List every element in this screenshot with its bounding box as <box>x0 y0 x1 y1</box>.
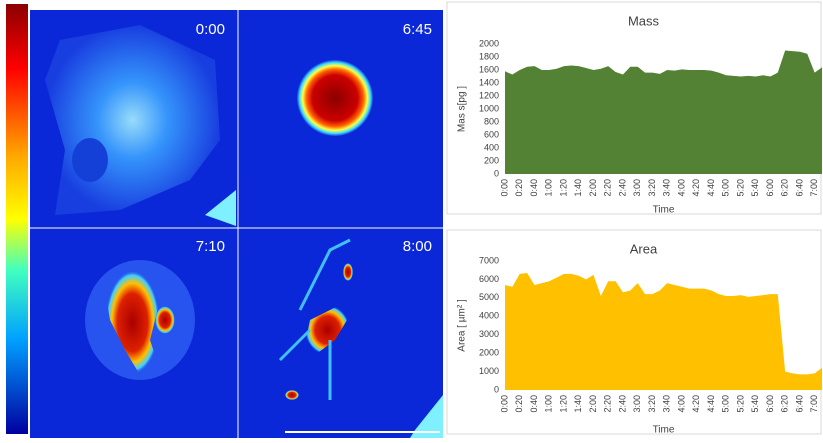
x-tick-label: 2:20 <box>603 179 613 197</box>
x-tick-label: 2:20 <box>603 395 613 413</box>
x-tick-label: 6:20 <box>780 179 790 197</box>
x-tick-label: 4:40 <box>706 395 716 413</box>
chart-title: Area <box>630 241 658 256</box>
x-tick-label: 3:00 <box>632 395 642 413</box>
x-tick-label: 5:00 <box>721 395 731 413</box>
cell <box>343 263 353 281</box>
y-tick-label: 1400 <box>479 77 499 87</box>
y-tick-label: 400 <box>484 142 499 152</box>
x-axis-label: Time <box>653 425 675 436</box>
y-tick-label: 0 <box>494 384 499 394</box>
cell-detail <box>278 238 351 400</box>
x-tick-label: 0:00 <box>499 395 509 413</box>
micrographs: 0:00 6:45 7:10 8:00 <box>30 10 443 438</box>
cell-detail <box>410 395 443 438</box>
x-tick-label: 1:40 <box>573 395 583 413</box>
color-bar <box>6 4 28 434</box>
chart-title: Mass <box>628 13 660 28</box>
x-tick-label: 6:00 <box>765 179 775 197</box>
panel-label: 0:00 <box>196 21 225 38</box>
y-tick-label: 600 <box>484 129 499 139</box>
cell <box>105 270 160 375</box>
y-tick-label: 1200 <box>479 90 499 100</box>
x-tick-label: 2:40 <box>617 395 627 413</box>
cell-detail <box>72 138 108 182</box>
x-tick-label: 5:40 <box>750 179 760 197</box>
x-tick-label: 0:20 <box>514 179 524 197</box>
x-tick-label: 2:00 <box>588 179 598 197</box>
cell <box>297 60 373 136</box>
y-tick-label: 5000 <box>479 292 499 302</box>
panel-label: 6:45 <box>403 21 432 38</box>
x-tick-label: 5:00 <box>721 179 731 197</box>
y-tick-label: 3000 <box>479 329 499 339</box>
y-tick-label: 1000 <box>479 103 499 113</box>
x-tick-label: 4:00 <box>676 395 686 413</box>
x-tick-label: 6:00 <box>765 395 775 413</box>
x-tick-label: 7:00 <box>809 179 819 197</box>
x-tick-label: 6:40 <box>794 179 804 197</box>
cell <box>305 305 350 355</box>
x-tick-label: 0:40 <box>529 395 539 413</box>
y-tick-label: 1000 <box>479 366 499 376</box>
y-tick-label: 1600 <box>479 64 499 74</box>
cell <box>285 390 299 400</box>
y-tick-label: 200 <box>484 155 499 165</box>
y-axis-label: Mas s[pg ] <box>457 86 468 132</box>
x-tick-label: 5:20 <box>735 395 745 413</box>
y-tick-label: 6000 <box>479 274 499 284</box>
x-tick-label: 2:40 <box>617 179 627 197</box>
x-tick-label: 1:00 <box>544 179 554 197</box>
x-tick-label: 2:00 <box>588 395 598 413</box>
area <box>505 50 822 174</box>
panel-label: 8:00 <box>403 238 432 255</box>
x-tick-label: 3:20 <box>647 179 657 197</box>
y-tick-label: 2000 <box>479 38 499 48</box>
x-tick-label: 4:00 <box>676 179 686 197</box>
x-tick-label: 5:20 <box>735 179 745 197</box>
x-tick-label: 6:20 <box>780 395 790 413</box>
x-tick-label: 7:00 <box>809 395 819 413</box>
y-tick-label: 7000 <box>479 255 499 265</box>
x-tick-label: 3:20 <box>647 395 657 413</box>
panel-label: 7:10 <box>196 238 225 255</box>
y-tick-label: 800 <box>484 116 499 126</box>
y-tick-label: 0 <box>494 168 499 178</box>
x-tick-label: 3:40 <box>662 395 672 413</box>
area <box>505 272 822 390</box>
x-tick-label: 0:40 <box>529 179 539 197</box>
cell-detail <box>205 190 236 226</box>
cell <box>155 306 175 334</box>
x-tick-label: 1:40 <box>573 179 583 197</box>
x-tick-label: 6:40 <box>794 395 804 413</box>
y-tick-label: 2000 <box>479 348 499 358</box>
x-tick-label: 0:00 <box>499 179 509 197</box>
x-tick-label: 1:20 <box>558 179 568 197</box>
x-tick-label: 1:00 <box>544 395 554 413</box>
y-axis-label: Area [ µm² ] <box>457 299 468 352</box>
x-tick-label: 4:20 <box>691 395 701 413</box>
y-tick-label: 1800 <box>479 51 499 61</box>
x-tick-label: 0:20 <box>514 395 524 413</box>
x-tick-label: 3:00 <box>632 179 642 197</box>
x-tick-label: 3:40 <box>662 179 672 197</box>
x-tick-label: 4:20 <box>691 179 701 197</box>
x-axis-label: Time <box>653 205 675 216</box>
x-tick-label: 1:20 <box>558 395 568 413</box>
x-tick-label: 4:40 <box>706 179 716 197</box>
x-tick-label: 5:40 <box>750 395 760 413</box>
y-tick-label: 4000 <box>479 311 499 321</box>
